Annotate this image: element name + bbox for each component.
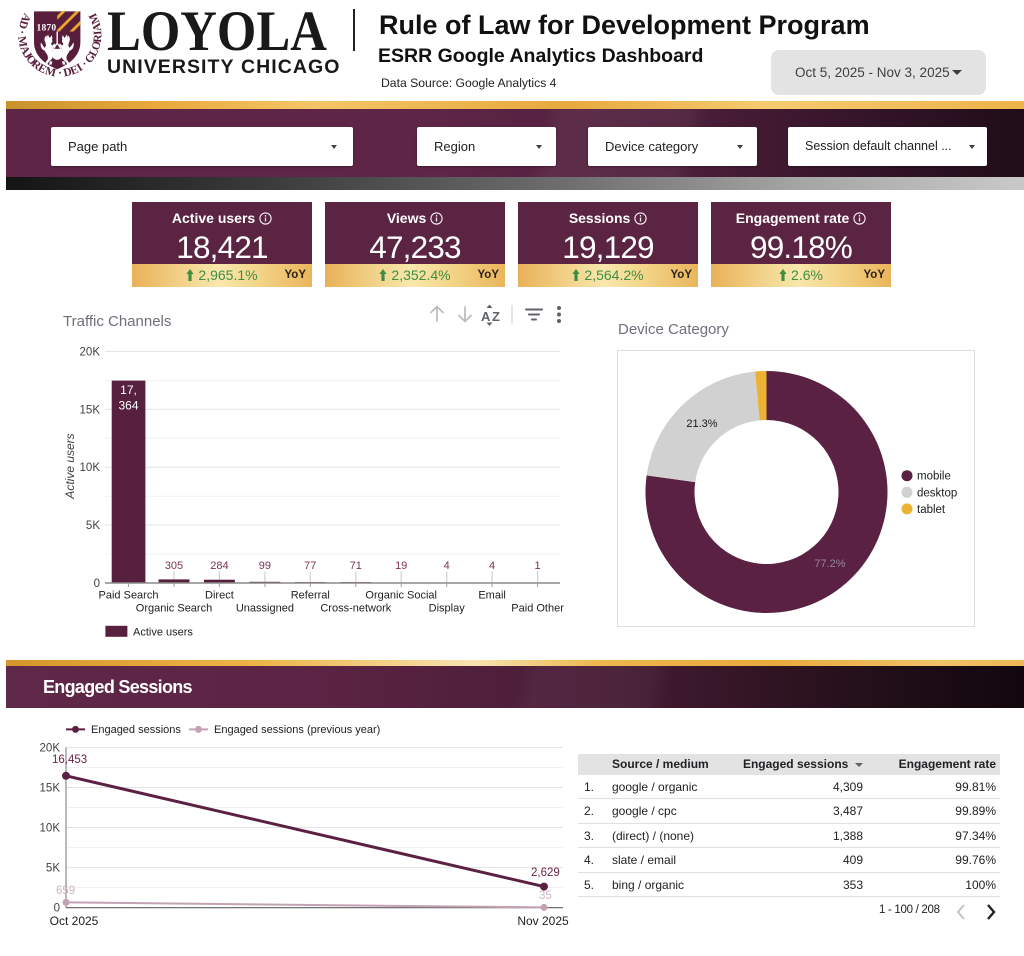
svg-text:16,453: 16,453 [52,754,87,766]
svg-text:Paid Search: Paid Search [99,590,159,602]
svg-text:77.2%: 77.2% [814,558,845,570]
svg-text:15K: 15K [40,783,61,795]
svg-text:D: D [17,19,30,30]
svg-text:Active users: Active users [133,627,193,639]
svg-text:·: · [80,58,91,70]
svg-text:E: E [69,63,81,77]
svg-text:Engaged sessions: Engaged sessions [91,724,181,736]
svg-text:Organic Social: Organic Social [365,590,437,602]
svg-text:35: 35 [539,890,552,902]
svg-text:Engaged sessions (previous yea: Engaged sessions (previous year) [214,724,380,736]
svg-text:71: 71 [350,560,362,572]
svg-text:20K: 20K [80,346,101,358]
svg-text:·: · [58,67,62,79]
svg-text:19: 19 [395,560,407,572]
svg-text:Direct: Direct [205,590,234,602]
svg-text:364: 364 [118,399,138,413]
svg-text:A: A [91,21,105,32]
svg-text:10K: 10K [80,462,101,474]
svg-text:Paid Other: Paid Other [511,603,564,615]
svg-text:21.3%: 21.3% [686,418,717,430]
svg-text:305: 305 [165,560,183,572]
svg-text:1870: 1870 [37,24,57,34]
svg-text:R: R [92,33,105,43]
svg-text:Cross-network: Cross-network [320,603,391,615]
svg-text:M: M [44,65,58,79]
svg-text:5K: 5K [86,520,100,532]
svg-text:17,: 17, [120,383,137,397]
svg-text:mobile: mobile [917,471,951,483]
svg-text:·: · [17,30,28,35]
svg-text:4: 4 [444,560,450,572]
svg-text:20K: 20K [40,742,61,754]
svg-text:2,629: 2,629 [531,867,560,879]
svg-text:M: M [17,35,29,48]
svg-text:4: 4 [489,560,495,572]
svg-text:I: I [92,30,104,36]
svg-text:tablet: tablet [917,504,946,516]
svg-text:284: 284 [210,560,228,572]
svg-text:Oct 2025: Oct 2025 [50,914,99,928]
svg-text:I: I [75,61,85,74]
svg-text:J: J [21,50,34,61]
svg-text:O: O [90,40,104,52]
svg-text:Email: Email [478,590,506,602]
svg-text:15K: 15K [80,404,101,416]
svg-text:10K: 10K [40,823,61,835]
svg-text:Unassigned: Unassigned [236,603,294,615]
svg-text:Nov 2025: Nov 2025 [517,914,569,928]
svg-text:0: 0 [54,903,60,915]
svg-text:77: 77 [304,560,316,572]
svg-text:Referral: Referral [291,590,330,602]
svg-text:1: 1 [535,560,541,572]
svg-text:Active users: Active users [63,433,77,499]
svg-text:Organic Search: Organic Search [136,603,212,615]
svg-text:5K: 5K [46,863,60,875]
svg-text:0: 0 [94,578,100,590]
svg-text:99: 99 [259,560,271,572]
svg-text:A: A [481,309,491,324]
svg-text:Display: Display [429,603,466,615]
svg-text:Z: Z [492,309,500,324]
svg-text:M: M [87,11,103,26]
svg-text:659: 659 [56,885,75,897]
svg-text:D: D [62,66,73,79]
svg-text:desktop: desktop [917,487,957,499]
